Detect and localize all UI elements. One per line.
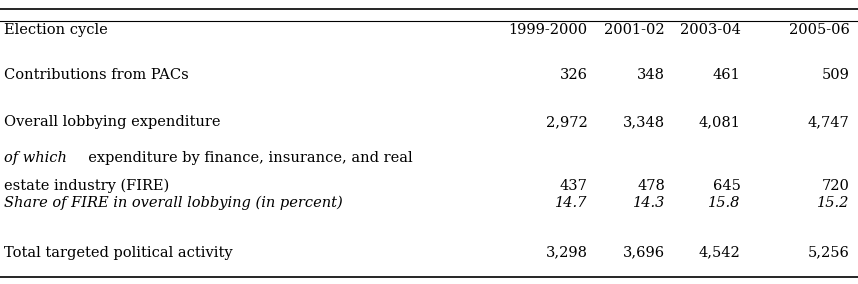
Text: 3,696: 3,696 [623,246,665,260]
Text: estate industry (FIRE): estate industry (FIRE) [4,179,170,193]
Text: 4,081: 4,081 [698,115,740,129]
Text: 3,348: 3,348 [623,115,665,129]
Text: 15.2: 15.2 [817,196,849,210]
Text: Election cycle: Election cycle [4,23,108,37]
Text: of which: of which [4,151,67,165]
Text: 509: 509 [822,68,849,82]
Text: 348: 348 [637,68,665,82]
Text: 14.3: 14.3 [632,196,665,210]
Text: 645: 645 [713,179,740,193]
Text: 2001-02: 2001-02 [604,23,665,37]
Text: 478: 478 [637,179,665,193]
Text: Share of FIRE in overall lobbying (in percent): Share of FIRE in overall lobbying (in pe… [4,196,343,210]
Text: 326: 326 [559,68,588,82]
Text: 15.8: 15.8 [708,196,740,210]
Text: Overall lobbying expenditure: Overall lobbying expenditure [4,115,221,129]
Text: 437: 437 [560,179,588,193]
Text: 461: 461 [713,68,740,82]
Text: Total targeted political activity: Total targeted political activity [4,246,233,260]
Text: 2,972: 2,972 [546,115,588,129]
Text: 1999-2000: 1999-2000 [509,23,588,37]
Text: expenditure by finance, insurance, and real: expenditure by finance, insurance, and r… [79,151,413,165]
Text: 2005-06: 2005-06 [789,23,849,37]
Text: 14.7: 14.7 [555,196,588,210]
Text: Contributions from PACs: Contributions from PACs [4,68,189,82]
Text: 2003-04: 2003-04 [680,23,740,37]
Text: 720: 720 [822,179,849,193]
Text: 4,542: 4,542 [698,246,740,260]
Text: 4,747: 4,747 [807,115,849,129]
Text: 5,256: 5,256 [807,246,849,260]
Text: 3,298: 3,298 [546,246,588,260]
